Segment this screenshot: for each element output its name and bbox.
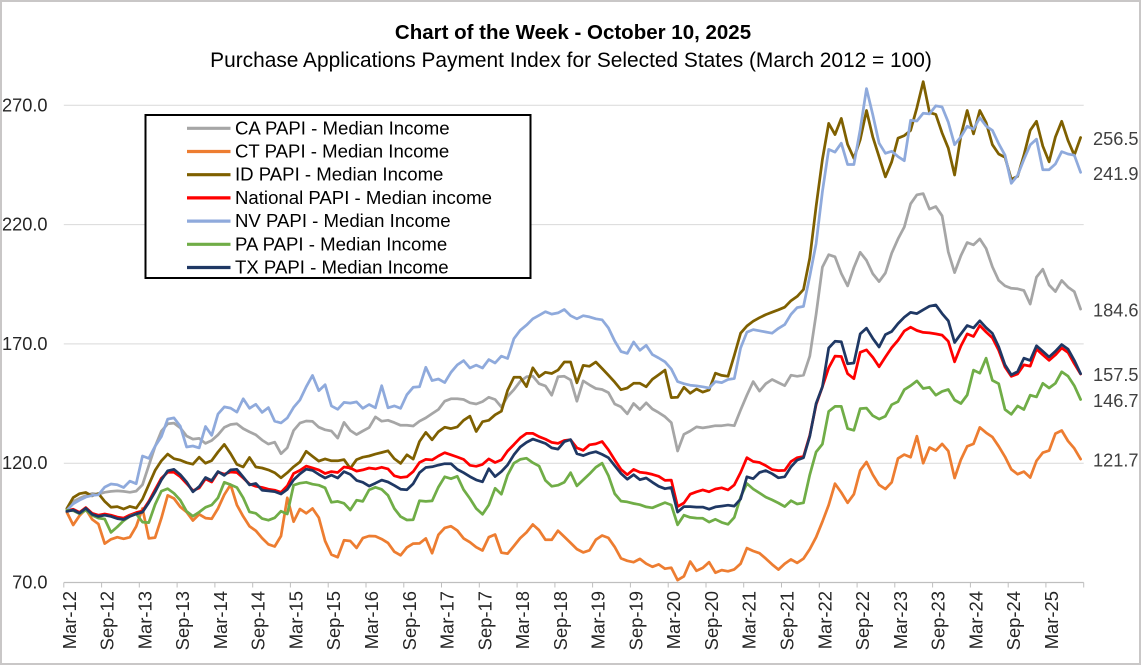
svg-text:120.0: 120.0 [2, 453, 48, 473]
svg-text:Mar-21: Mar-21 [739, 591, 760, 649]
svg-text:Sep-23: Sep-23 [928, 591, 949, 650]
svg-text:Sep-21: Sep-21 [777, 591, 798, 650]
svg-text:Purchase Applications Payment: Purchase Applications Payment Index for … [210, 49, 932, 72]
svg-text:Mar-16: Mar-16 [361, 591, 382, 649]
svg-text:121.7: 121.7 [1093, 451, 1139, 471]
svg-text:Sep-24: Sep-24 [1003, 591, 1024, 650]
svg-text:Sep-12: Sep-12 [97, 591, 118, 650]
svg-text:241.9: 241.9 [1093, 164, 1139, 184]
svg-text:Mar-19: Mar-19 [588, 591, 609, 649]
svg-text:157.5: 157.5 [1093, 365, 1139, 385]
svg-text:TX PAPI - Median Income: TX PAPI - Median Income [235, 257, 449, 278]
svg-text:Mar-25: Mar-25 [1041, 591, 1062, 649]
svg-text:Mar-24: Mar-24 [965, 591, 986, 649]
svg-text:Mar-15: Mar-15 [285, 591, 306, 649]
svg-text:Mar-20: Mar-20 [663, 591, 684, 649]
svg-text:Mar-12: Mar-12 [59, 591, 80, 649]
svg-text:Sep-14: Sep-14 [248, 591, 269, 650]
svg-text:Sep-19: Sep-19 [625, 591, 646, 650]
svg-text:70.0: 70.0 [12, 573, 47, 593]
svg-text:Sep-17: Sep-17 [474, 591, 495, 650]
svg-text:Mar-17: Mar-17 [437, 591, 458, 649]
svg-text:Sep-15: Sep-15 [323, 591, 344, 650]
svg-text:ID PAPI - Median Income: ID PAPI - Median Income [235, 164, 443, 185]
svg-text:Mar-13: Mar-13 [134, 591, 155, 649]
svg-text:Mar-22: Mar-22 [814, 591, 835, 649]
svg-text:170.0: 170.0 [2, 334, 48, 354]
svg-text:184.6: 184.6 [1093, 301, 1139, 321]
svg-text:Mar-14: Mar-14 [210, 591, 231, 649]
svg-text:Mar-23: Mar-23 [890, 591, 911, 649]
svg-text:National PAPI - Median income: National PAPI - Median income [235, 187, 492, 208]
svg-text:Sep-22: Sep-22 [852, 591, 873, 650]
svg-text:Mar-18: Mar-18 [512, 591, 533, 649]
svg-text:PA PAPI - Median Income: PA PAPI - Median Income [235, 233, 447, 254]
svg-text:Sep-20: Sep-20 [701, 591, 722, 650]
svg-text:Sep-13: Sep-13 [172, 591, 193, 650]
svg-text:Chart of the Week - October 10: Chart of the Week - October 10, 2025 [395, 21, 751, 44]
svg-text:270.0: 270.0 [2, 95, 48, 115]
svg-text:CT PAPI - Median Income: CT PAPI - Median Income [235, 141, 449, 162]
svg-text:Sep-16: Sep-16 [399, 591, 420, 650]
svg-text:Sep-18: Sep-18 [550, 591, 571, 650]
svg-text:220.0: 220.0 [2, 215, 48, 235]
svg-text:256.5: 256.5 [1093, 129, 1139, 149]
svg-text:NV PAPI - Median Income: NV PAPI - Median Income [235, 210, 451, 231]
svg-text:CA PAPI - Median Income: CA PAPI - Median Income [235, 117, 450, 138]
svg-text:146.7: 146.7 [1093, 391, 1139, 411]
